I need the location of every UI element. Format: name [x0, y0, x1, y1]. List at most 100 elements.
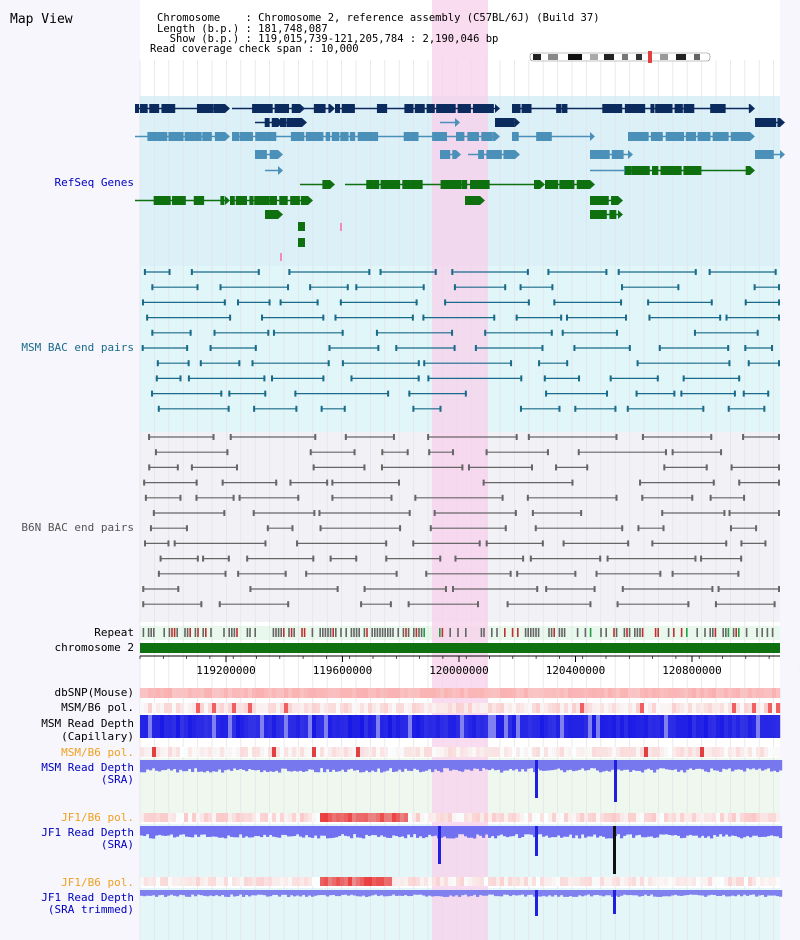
- label-b6n-bac[interactable]: B6N BAC end pairs: [21, 521, 134, 534]
- heat-cell: [384, 813, 389, 822]
- heat-cell: [220, 747, 225, 757]
- label-msm-depth-cap-1[interactable]: MSM Read Depth: [41, 717, 134, 730]
- bac-end: [451, 269, 454, 275]
- heat-cell: [732, 747, 737, 757]
- gene-exon: [536, 132, 552, 141]
- chromosome-ideogram[interactable]: [529, 51, 711, 63]
- heat-cell: [384, 877, 389, 886]
- label-refseq-genes[interactable]: RefSeq Genes: [55, 176, 134, 189]
- heat-cell: [324, 715, 329, 738]
- depth-bar: [260, 760, 264, 773]
- gene-exon: [710, 104, 726, 113]
- heat-cell: [652, 688, 657, 698]
- heat-cell: [380, 877, 385, 886]
- heat-cell: [316, 688, 321, 698]
- label-msm-depth-cap-2[interactable]: (Capillary): [61, 730, 134, 743]
- label-jf1-b6-pol-2[interactable]: JF1/B6 pol.: [61, 876, 134, 889]
- depth-bar: [356, 890, 360, 897]
- depth-bar: [743, 760, 747, 772]
- label-jf1-b6-pol[interactable]: JF1/B6 pol.: [61, 811, 134, 824]
- label-repeat[interactable]: Repeat: [94, 626, 134, 639]
- heat-cell: [208, 877, 213, 886]
- bac-end: [173, 540, 176, 547]
- heat-cell: [776, 747, 781, 757]
- repeat-element: [405, 628, 407, 637]
- heat-cell: [264, 703, 269, 713]
- bac-end: [522, 555, 525, 562]
- depth-tracks[interactable]: [140, 760, 783, 916]
- bac-end: [453, 345, 456, 351]
- heat-cell: [772, 715, 777, 738]
- gene-exon: [220, 196, 225, 205]
- label-msm-depth-sra-1[interactable]: MSM Read Depth: [41, 761, 134, 774]
- axis-tick-label: 119200000: [196, 664, 256, 677]
- repeat-element: [332, 628, 334, 637]
- heat-cell: [732, 703, 737, 713]
- heat-cell: [480, 703, 485, 713]
- label-jf1-depth-sra-2[interactable]: (SRA): [101, 838, 134, 851]
- label-chromosome[interactable]: chromosome 2: [55, 641, 134, 654]
- depth-bar: [440, 890, 444, 897]
- label-msm-b6-pol-2[interactable]: MSM/B6 pol.: [61, 746, 134, 759]
- repeat-element: [686, 628, 688, 637]
- chromosome-bar[interactable]: [140, 643, 780, 653]
- label-msm-b6-pol[interactable]: MSM/B6 pol.: [61, 701, 134, 714]
- refseq-genes-track[interactable]: [135, 104, 785, 261]
- heat-cell: [300, 688, 305, 698]
- heat-cell: [184, 715, 189, 738]
- label-jf1-depth-trim-2[interactable]: (SRA trimmed): [48, 903, 134, 916]
- repeat-element: [615, 628, 618, 637]
- label-msm-bac[interactable]: MSM BAC end pairs: [21, 341, 134, 354]
- heat-cell: [448, 688, 453, 698]
- depth-bar: [662, 760, 666, 769]
- gene-exon: [436, 104, 456, 113]
- label-jf1-depth-sra-1[interactable]: JF1 Read Depth: [41, 826, 134, 839]
- repeat-track[interactable]: [142, 628, 774, 637]
- depth-bar: [401, 890, 405, 896]
- label-jf1-depth-trim-1[interactable]: JF1 Read Depth: [41, 891, 134, 904]
- heat-cell: [472, 715, 477, 738]
- depth-bar: [230, 890, 234, 895]
- gene-exon: [357, 132, 379, 141]
- msm-bac-track[interactable]: [141, 269, 780, 412]
- heat-cell: [744, 688, 749, 698]
- heat-tracks[interactable]: [140, 688, 781, 886]
- label-msm-depth-sra-2[interactable]: (SRA): [101, 773, 134, 786]
- heat-cell: [372, 715, 377, 738]
- depth-bar: [413, 760, 417, 769]
- heat-cell: [444, 688, 449, 698]
- repeat-element: [532, 628, 535, 637]
- bac-end: [614, 405, 617, 412]
- depth-bar: [557, 826, 561, 836]
- depth-bar: [404, 760, 408, 769]
- label-dbsnp[interactable]: dbSNP(Mouse): [55, 686, 134, 699]
- heat-cell: [160, 688, 165, 698]
- bac-end: [641, 434, 644, 440]
- header-info: Chromosome : Chromosome 2, reference ass…: [150, 12, 600, 55]
- depth-bar: [446, 890, 450, 897]
- heat-cell: [556, 703, 561, 713]
- heat-cell: [184, 747, 189, 757]
- depth-bar: [275, 760, 279, 771]
- depth-bar: [194, 890, 198, 897]
- bac-end: [360, 601, 363, 608]
- heat-cell: [608, 688, 613, 698]
- heat-cell: [492, 813, 497, 822]
- heat-cell: [424, 703, 429, 713]
- heat-cell: [600, 747, 605, 757]
- depth-bar: [716, 890, 720, 897]
- heat-cell: [556, 747, 561, 757]
- heat-cell: [492, 747, 497, 757]
- depth-bar: [671, 760, 675, 771]
- bac-end: [527, 299, 530, 306]
- depth-bar: [767, 760, 771, 769]
- bac-end: [671, 449, 674, 456]
- bac-end: [700, 555, 703, 562]
- b6n-bac-track[interactable]: [142, 434, 780, 608]
- bac-end: [723, 510, 726, 516]
- heat-cell: [580, 703, 585, 713]
- depth-bar: [224, 760, 228, 771]
- bac-end: [159, 555, 162, 562]
- heat-cell: [736, 703, 741, 713]
